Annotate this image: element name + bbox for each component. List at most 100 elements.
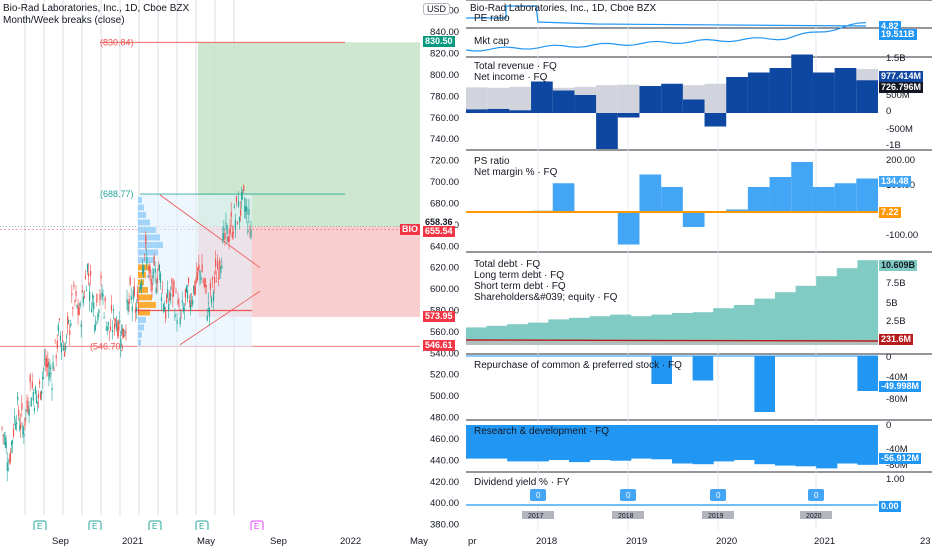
volume-profile-bar	[138, 234, 160, 241]
fundamentals-tick-label: -40M	[886, 444, 908, 455]
candle-body	[178, 306, 180, 308]
candle-body	[74, 300, 76, 303]
short-term-debt-label: Short term debt · FQ	[474, 281, 566, 292]
time-tick-label: May	[197, 536, 215, 547]
net-income-bar	[769, 68, 792, 113]
candle-body	[72, 307, 74, 309]
rnd-bar	[754, 425, 776, 465]
candle-body	[123, 335, 125, 337]
candle-body	[48, 372, 50, 381]
candle-body	[114, 323, 116, 330]
chart-title: Bio-Rad Laboratories, Inc., 1D, Cboe BZX	[3, 3, 190, 14]
net-margin-bar	[856, 178, 878, 212]
candle-body	[60, 342, 63, 353]
volume-profile-bar	[138, 204, 144, 211]
candle-body	[192, 299, 194, 305]
net-income-bar	[704, 113, 727, 127]
revenue-bar	[617, 84, 640, 113]
candle-body	[22, 425, 24, 435]
net-income-value-tag: 726.796M	[879, 82, 924, 93]
volume-profile-bar	[138, 316, 146, 323]
repurchase-label: Repurchase of common & preferred stock ·…	[474, 360, 682, 371]
dividend-marker-label: 0	[626, 491, 631, 500]
year-badge-label: 2019	[708, 513, 724, 520]
equity-area	[775, 292, 797, 345]
candle-body	[159, 273, 162, 283]
dividend-marker-label: 0	[716, 491, 721, 500]
candle-body	[24, 417, 26, 427]
main-price-chart[interactable]: (830.84) (688.77) (546.70) E E E E E Bio-Rad La…	[0, 0, 421, 532]
fundamentals-time-axis[interactable]: pr 2018 2019 2020 2021 23	[466, 530, 932, 550]
repurchase-bar	[754, 356, 775, 412]
pe-ratio-line	[466, 5, 867, 27]
rnd-bar	[569, 425, 591, 463]
year-badge	[800, 511, 832, 519]
candle-body	[201, 264, 203, 273]
candle-body	[75, 291, 77, 296]
price-tick-label: 460.00	[430, 434, 459, 445]
fundamentals-tick-label: -100.00	[886, 230, 918, 241]
net-margin-bar	[552, 183, 575, 212]
fundamentals-axis[interactable]: 1.5B1B500M0-500M-1B200.00100.00-100.007.…	[878, 0, 932, 530]
year-badge	[702, 511, 734, 519]
price-chart-svg[interactable]: (830.84) (688.77) (546.70) E E E E E	[0, 0, 420, 532]
candle-body	[130, 295, 132, 300]
candle-body	[79, 303, 81, 307]
candle-body	[70, 323, 72, 326]
candle-body	[56, 340, 58, 349]
fundamentals-tick-label: -40M	[886, 372, 908, 383]
equity-area	[836, 268, 858, 345]
candle-body	[42, 376, 44, 380]
price-tick-label: 780.00	[430, 91, 459, 102]
fundamentals-tick-label: 2.5B	[886, 316, 906, 327]
candle-body	[14, 416, 16, 419]
candle-body	[15, 423, 17, 430]
candle-body	[118, 321, 120, 331]
repurchase-bar	[857, 356, 878, 391]
rnd-bar	[713, 425, 735, 462]
net-income-bar	[617, 113, 640, 118]
candle-body	[218, 278, 220, 280]
fundamentals-time-tick: 23	[920, 536, 931, 547]
candle-body	[29, 375, 31, 383]
dividend-marker	[620, 489, 636, 501]
price-tick-label: 700.00	[430, 177, 459, 188]
candle-body	[214, 276, 216, 284]
candle-body	[216, 281, 218, 283]
candle-body	[51, 387, 53, 391]
candle-body	[21, 402, 23, 410]
candle-body	[189, 300, 191, 303]
equity-area	[857, 260, 879, 345]
fundamentals-panel[interactable]: 0 2017 0 2018 0 2019 0 2020 Bio-Rad Laboratorie…	[465, 0, 879, 530]
candle-body	[110, 305, 113, 311]
candle-body	[77, 306, 79, 315]
candle-body	[185, 286, 188, 293]
repurchase-bar	[692, 356, 714, 381]
candle-body	[204, 278, 206, 287]
candle-body	[50, 373, 52, 375]
low-level-label: (546.70)	[90, 341, 124, 351]
price-axis[interactable]: 380.00 400.00 420.00 440.00 460.00 480.00 500.…	[420, 0, 465, 531]
net-margin-bar	[726, 209, 748, 212]
currency-button[interactable]: USD	[423, 3, 451, 15]
fundamentals-tick-label: 500M	[886, 90, 910, 101]
entry-price-tag: 658.36	[423, 216, 455, 228]
time-axis[interactable]: Sep 2021 May Sep 2022 May	[0, 530, 465, 550]
candle-body	[176, 320, 178, 324]
candle-body	[170, 294, 172, 297]
candle-body	[149, 266, 151, 274]
net-margin-bar	[791, 162, 813, 212]
candle-body	[219, 259, 221, 269]
candle-body	[247, 230, 249, 233]
net-income-bar	[574, 95, 597, 113]
time-axis-svg: Sep 2021 May Sep 2022 May	[52, 536, 428, 547]
earnings-marker-label: E	[199, 522, 204, 530]
candle-body	[161, 289, 164, 291]
candle-body	[67, 316, 69, 325]
candle-body	[142, 266, 144, 274]
candle-body	[31, 381, 33, 389]
equity-value-tag: 10.609B	[879, 260, 918, 271]
equity-area	[672, 313, 694, 345]
candle-body	[151, 283, 153, 291]
volume-profile-bar	[138, 301, 156, 308]
